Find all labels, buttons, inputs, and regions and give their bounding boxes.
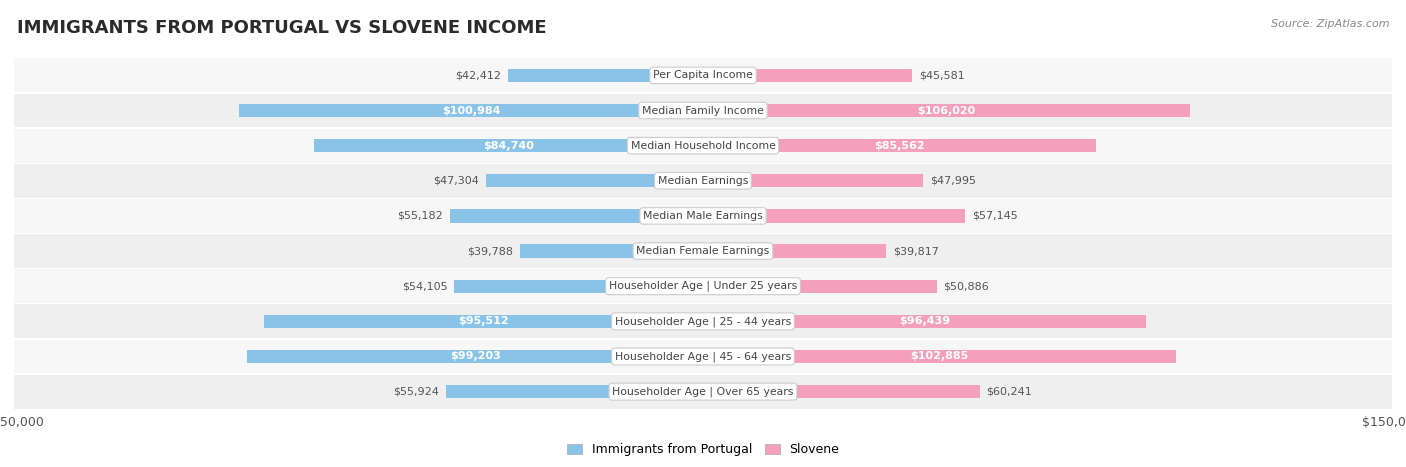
Bar — [14, 199, 1392, 233]
Bar — [703, 244, 886, 258]
Bar — [703, 69, 912, 82]
Bar — [703, 139, 1097, 152]
Bar — [508, 69, 703, 82]
Text: $55,182: $55,182 — [396, 211, 443, 221]
Bar — [14, 164, 1392, 198]
Text: $39,788: $39,788 — [467, 246, 513, 256]
Text: IMMIGRANTS FROM PORTUGAL VS SLOVENE INCOME: IMMIGRANTS FROM PORTUGAL VS SLOVENE INCO… — [17, 19, 547, 37]
Bar — [485, 174, 703, 187]
Text: $95,512: $95,512 — [458, 316, 509, 326]
Bar — [14, 340, 1392, 373]
Bar — [454, 280, 703, 293]
Text: $45,581: $45,581 — [920, 71, 965, 80]
Text: Source: ZipAtlas.com: Source: ZipAtlas.com — [1271, 19, 1389, 28]
Text: $102,885: $102,885 — [910, 352, 969, 361]
Bar — [450, 209, 703, 223]
Text: Median Family Income: Median Family Income — [643, 106, 763, 115]
Text: $60,241: $60,241 — [987, 387, 1032, 396]
Bar — [446, 385, 703, 398]
Text: Median Female Earnings: Median Female Earnings — [637, 246, 769, 256]
Bar — [14, 129, 1392, 163]
Bar — [14, 234, 1392, 268]
Text: $55,924: $55,924 — [394, 387, 439, 396]
Text: $57,145: $57,145 — [973, 211, 1018, 221]
Bar — [14, 375, 1392, 409]
Text: Per Capita Income: Per Capita Income — [652, 71, 754, 80]
Text: $106,020: $106,020 — [917, 106, 976, 115]
Text: Householder Age | Over 65 years: Householder Age | Over 65 years — [612, 386, 794, 397]
Text: $54,105: $54,105 — [402, 281, 447, 291]
Legend: Immigrants from Portugal, Slovene: Immigrants from Portugal, Slovene — [561, 439, 845, 461]
Bar — [520, 244, 703, 258]
Bar — [247, 350, 703, 363]
Bar — [264, 315, 703, 328]
Text: $100,984: $100,984 — [441, 106, 501, 115]
Text: $99,203: $99,203 — [450, 352, 501, 361]
Bar — [14, 94, 1392, 127]
Text: $96,439: $96,439 — [898, 316, 950, 326]
Bar — [14, 269, 1392, 303]
Text: Householder Age | 25 - 44 years: Householder Age | 25 - 44 years — [614, 316, 792, 326]
Bar — [14, 58, 1392, 92]
Bar — [703, 209, 966, 223]
Text: $39,817: $39,817 — [893, 246, 939, 256]
Text: $84,740: $84,740 — [482, 141, 534, 151]
Text: Median Male Earnings: Median Male Earnings — [643, 211, 763, 221]
Bar — [14, 304, 1392, 338]
Text: $47,304: $47,304 — [433, 176, 479, 186]
Text: Median Earnings: Median Earnings — [658, 176, 748, 186]
Text: Householder Age | Under 25 years: Householder Age | Under 25 years — [609, 281, 797, 291]
Bar — [703, 315, 1146, 328]
Text: Householder Age | 45 - 64 years: Householder Age | 45 - 64 years — [614, 351, 792, 362]
Bar — [703, 280, 936, 293]
Bar — [239, 104, 703, 117]
Text: $42,412: $42,412 — [456, 71, 502, 80]
Text: $85,562: $85,562 — [875, 141, 925, 151]
Bar — [703, 104, 1189, 117]
Bar — [703, 350, 1175, 363]
Text: Median Household Income: Median Household Income — [630, 141, 776, 151]
Bar — [703, 174, 924, 187]
Text: $47,995: $47,995 — [931, 176, 976, 186]
Text: $50,886: $50,886 — [943, 281, 990, 291]
Bar — [314, 139, 703, 152]
Bar — [703, 385, 980, 398]
